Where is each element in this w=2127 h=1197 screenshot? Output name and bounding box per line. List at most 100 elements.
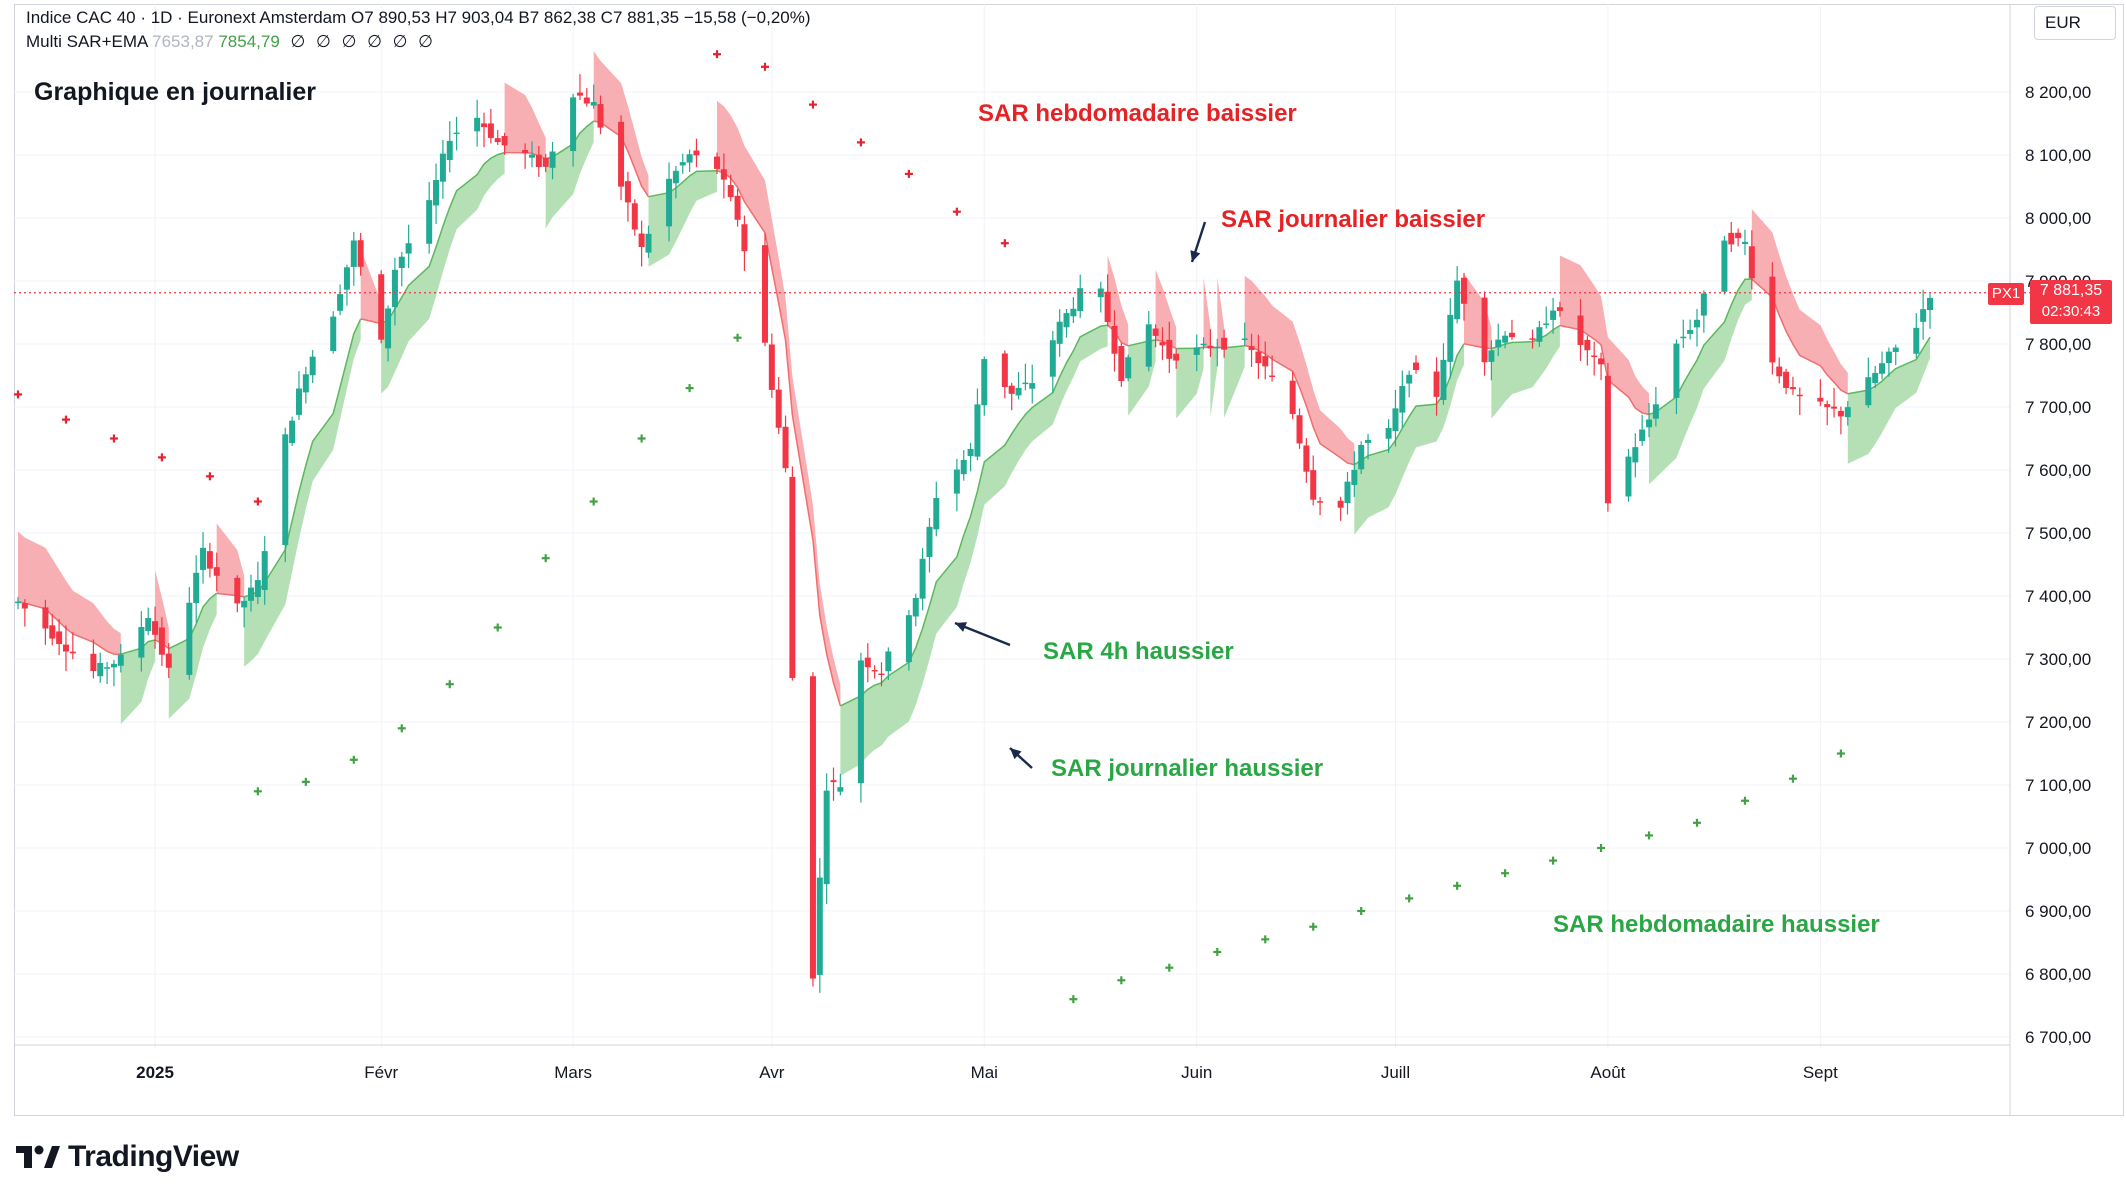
candle-down (1776, 366, 1783, 377)
candle-down (576, 92, 583, 96)
candle-up (145, 618, 152, 631)
bear-band (1155, 269, 1177, 349)
candle-down (1728, 232, 1735, 245)
candle-down (1769, 276, 1776, 363)
candle-down (1529, 338, 1536, 340)
candle-up (857, 660, 864, 784)
candle-down (62, 644, 69, 652)
symbol-legend[interactable]: Indice CAC 40 · 1D · Euronext Amsterdam … (26, 8, 811, 28)
bull-band (1649, 279, 1752, 485)
y-tick-label: 6 700,00 (2025, 1028, 2091, 1047)
candle-up (912, 597, 919, 617)
candle-up (446, 140, 453, 161)
x-tick-label: Mars (554, 1063, 592, 1082)
candle-up (1741, 241, 1748, 245)
candle-up (953, 469, 960, 494)
bear-band (1203, 277, 1211, 348)
currency-button[interactable]: EUR (2034, 6, 2116, 40)
candle-up (1214, 346, 1221, 349)
candle-down (357, 240, 364, 267)
candle-down (1111, 325, 1118, 354)
candle-down (1269, 375, 1276, 378)
candle-up (1920, 309, 1927, 322)
candle-up (1351, 469, 1358, 485)
bear-band (1751, 209, 1848, 394)
candle-up (1070, 308, 1077, 317)
candle-up (974, 404, 981, 457)
candle-down (775, 389, 782, 428)
candle-down (714, 156, 721, 169)
candle-down (522, 149, 529, 154)
candle-up (960, 459, 967, 475)
candle-up (295, 388, 302, 415)
indicator-zeros: ∅ ∅ ∅ ∅ ∅ ∅ (290, 32, 436, 51)
candle-down (789, 476, 796, 679)
candle-up (1125, 357, 1132, 379)
bear-band (717, 100, 841, 706)
candle-down (727, 185, 734, 198)
candle-down (1598, 358, 1605, 365)
ema-line-bull (243, 318, 362, 598)
candle-down (1413, 362, 1420, 371)
ema-line-bear (1559, 324, 1650, 416)
candle-down (542, 157, 549, 167)
candle-up (1344, 481, 1351, 504)
candle-down (1837, 410, 1844, 417)
annotation-arrows (954, 221, 1207, 769)
ema-line-bull (840, 324, 1108, 707)
candle-up (110, 663, 117, 668)
tradingview-logo[interactable]: TradingView (16, 1140, 239, 1174)
y-tick-label: 8 000,00 (2025, 209, 2091, 228)
candle-up (241, 600, 248, 608)
symbol-line: Indice CAC 40 · 1D · Euronext Amsterdam (26, 8, 347, 27)
candle-up (926, 526, 933, 557)
arrow-sar-4h-bull-head (955, 622, 967, 632)
candle-down (42, 607, 49, 629)
y-tick-label: 7 800,00 (2025, 335, 2091, 354)
candle-down (234, 577, 241, 604)
candle-down (1577, 315, 1584, 345)
candle-up (1693, 319, 1700, 328)
candle-down (165, 653, 172, 668)
candle-down (1789, 387, 1796, 390)
y-tick-label: 6 800,00 (2025, 965, 2091, 984)
candle-up (398, 256, 405, 269)
candle-up (104, 667, 111, 669)
candle-up (528, 154, 535, 158)
indicator-value: 7854,79 (218, 32, 280, 51)
candle-up (302, 374, 309, 393)
candle-down (830, 780, 837, 783)
candle-up (1022, 382, 1029, 385)
candle-up (1447, 314, 1454, 362)
candle-up (1193, 347, 1200, 355)
candle-up (1454, 280, 1461, 320)
candle-down (21, 603, 28, 609)
y-tick-label: 7 000,00 (2025, 839, 2091, 858)
candle-down (864, 657, 871, 668)
bear-band (504, 82, 546, 159)
indicator-legend[interactable]: Multi SAR+EMA 7653,87 7854,79 ∅ ∅ ∅ ∅ ∅ … (26, 32, 436, 52)
candle-down (206, 551, 213, 569)
bear-band (1244, 275, 1355, 465)
candle-down (1001, 353, 1008, 387)
candle-up (1063, 313, 1070, 328)
candle-up (439, 153, 446, 182)
candle-up (405, 243, 412, 254)
candle-up (590, 102, 597, 106)
tradingview-icon (16, 1145, 60, 1168)
candle-down (1796, 394, 1803, 397)
candle-down (1159, 342, 1166, 346)
axes: 8 200,008 100,008 000,007 900,007 800,00… (14, 4, 2091, 1115)
last-price-tag: 7 881,35 02:30:43 (2030, 280, 2112, 324)
candle-up (1385, 427, 1392, 439)
candle-down (90, 653, 97, 672)
candle-down (638, 233, 645, 247)
bull-band (120, 640, 156, 725)
candle-up (933, 498, 940, 530)
candle-up (1502, 335, 1509, 343)
px-label: PX1 (1988, 283, 2024, 305)
bull-band (648, 170, 717, 267)
candle-up (1077, 288, 1084, 311)
candle-down (1173, 353, 1180, 361)
